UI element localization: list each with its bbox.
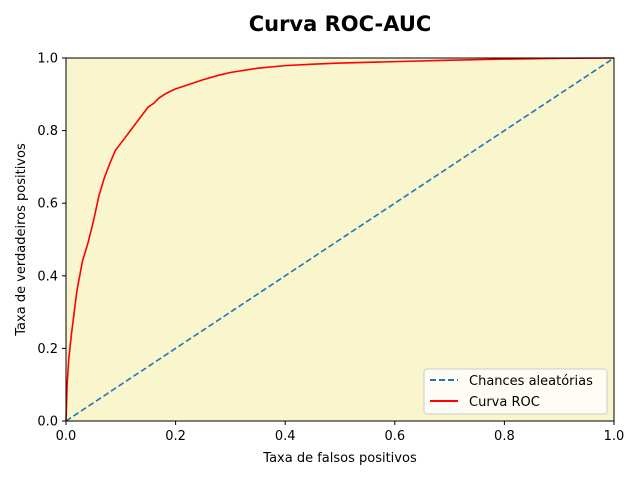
series-layer (65, 57, 615, 422)
y-tick-label: 0.4 (37, 269, 58, 284)
x-axis-label: Taxa de falsos positivos (262, 451, 417, 466)
plot-area (65, 57, 615, 422)
x-tick-label: 0.0 (56, 429, 77, 444)
y-axis-label: Taxa de verdadeiros positivos (14, 143, 29, 337)
y-tick-label: 0.6 (37, 197, 58, 212)
x-tick-label: 1.0 (604, 429, 625, 444)
y-axis-ticks: 0.0 0.2 0.4 0.6 0.8 1.0 (37, 52, 66, 430)
legend-box (423, 368, 608, 415)
x-tick-label: 0.4 (275, 429, 296, 444)
legend-label-random: Chances aleatórias (469, 374, 593, 389)
plot-frame (65, 57, 615, 422)
series-line-roc (65, 57, 615, 422)
legend-label-roc: Curva ROC (469, 395, 540, 410)
legend: Chances aleatórias Curva ROC (423, 368, 608, 415)
y-tick-label: 0.0 (37, 415, 58, 430)
y-tick-label: 0.8 (37, 124, 58, 139)
x-tick-label: 0.6 (384, 429, 405, 444)
x-tick-label: 0.8 (494, 429, 515, 444)
x-axis-ticks: 0.0 0.2 0.4 0.6 0.8 1.0 (56, 421, 625, 444)
chart-title: Curva ROC-AUC (249, 12, 432, 36)
series-line-random (65, 57, 615, 422)
x-tick-label: 0.2 (165, 429, 186, 444)
y-tick-label: 1.0 (37, 52, 58, 67)
y-tick-label: 0.2 (37, 342, 58, 357)
